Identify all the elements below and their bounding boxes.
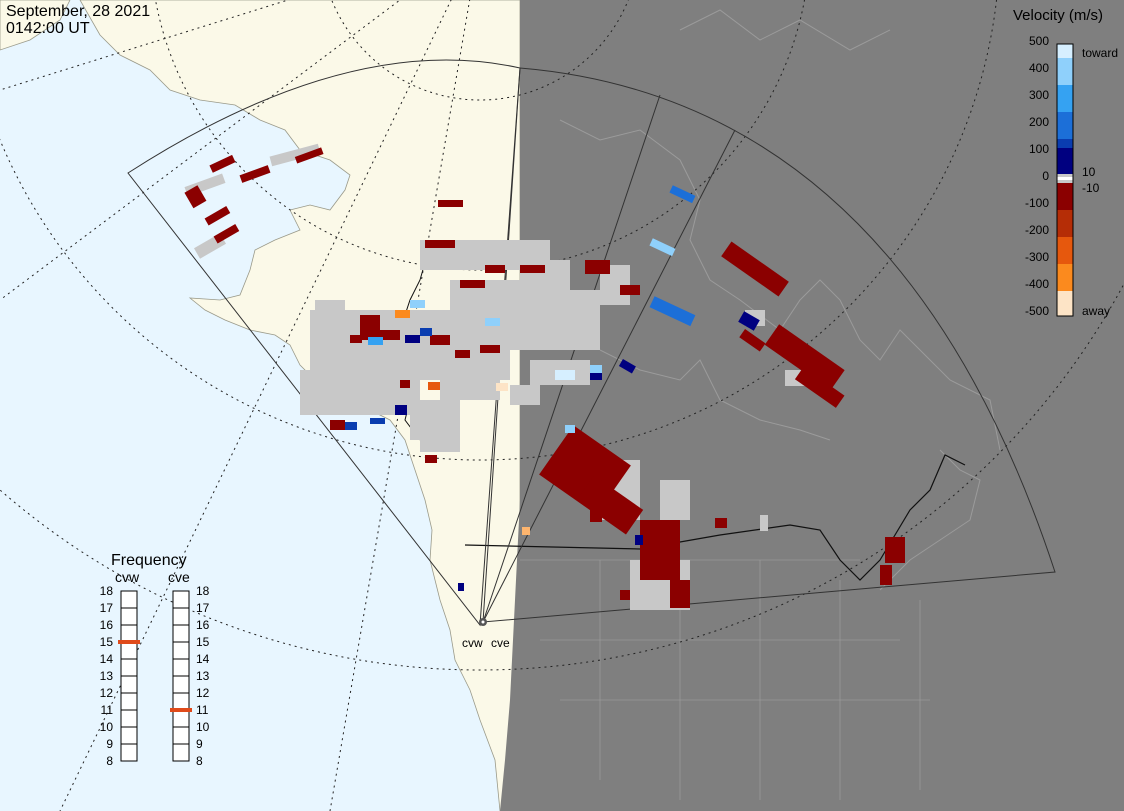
frequency-scale-label: 10 [100, 720, 114, 734]
velocity-toward-cells [345, 185, 760, 591]
frequency-scale-label: 9 [106, 737, 113, 751]
radar-field-of-view [127, 59, 1056, 627]
frequency-cell [120, 743, 138, 762]
frequency-scale-label: 10 [196, 720, 210, 734]
frequency-scale-label: 8 [106, 754, 113, 768]
colorbar-small-tick: -10 [1082, 181, 1100, 195]
frequency-cell [172, 641, 190, 660]
colorbar-tick: 0 [1042, 169, 1049, 183]
colorbar-tick: 300 [1029, 88, 1049, 102]
velocity-colorbar: Velocity (m/s) 500 400 300 200 100 0 -10… [1013, 7, 1118, 318]
frequency-scale-label: 15 [100, 635, 114, 649]
colorbar-tick: 500 [1029, 34, 1049, 48]
frequency-scale-label: 18 [196, 584, 210, 598]
colorbar-title: Velocity (m/s) [1013, 7, 1103, 24]
radar-label-cvw: cvw [462, 636, 483, 650]
colorbar-tick: -200 [1025, 223, 1049, 237]
colorbar-away-label: away [1082, 304, 1110, 318]
frequency-scale-label: 11 [101, 703, 114, 717]
frequency-cell [120, 675, 138, 694]
frequency-scale-label: 16 [100, 618, 114, 632]
frequency-scale-label: 17 [100, 601, 114, 615]
frequency-cell [172, 658, 190, 677]
frequency-cell [120, 641, 138, 660]
frequency-scale-label: 18 [100, 584, 114, 598]
velocity-away-cells [184, 147, 905, 608]
frequency-scale-label: 8 [196, 754, 203, 768]
dayside-landmass [0, 0, 521, 811]
frequency-cell [172, 607, 190, 626]
frequency-cell [172, 709, 190, 728]
frequency-scale-label: 12 [100, 686, 114, 700]
frequency-marker-cvw [118, 640, 140, 644]
colorbar-tick: -100 [1025, 196, 1049, 210]
colorbar-tick: 100 [1029, 142, 1049, 156]
frequency-scale-label: 16 [196, 618, 210, 632]
frequency-cell [120, 590, 138, 609]
frequency-cell [120, 726, 138, 745]
colorbar-tick: -300 [1025, 250, 1049, 264]
frequency-cell [120, 709, 138, 728]
canada-us-border [464, 454, 966, 581]
nightside-coastlines [559, 9, 1001, 591]
frequency-title: Frequency [111, 552, 187, 569]
frequency-cell [120, 692, 138, 711]
frequency-scale-label: 14 [196, 652, 210, 666]
frequency-scale-label: 14 [100, 652, 114, 666]
frequency-scale-label: 17 [196, 601, 210, 615]
nightside-edge [500, 0, 520, 811]
map-date: September, 28 2021 [6, 3, 150, 20]
frequency-scale-label: 11 [196, 703, 209, 717]
colorbar-tick: -400 [1025, 277, 1049, 291]
frequency-cell [172, 726, 190, 745]
frequency-cell [120, 624, 138, 643]
frequency-marker-cve [170, 708, 192, 712]
radar-label-cve: cve [491, 636, 510, 650]
frequency-cell [172, 692, 190, 711]
frequency-scale-label: 12 [196, 686, 210, 700]
colorbar-toward-label: toward [1082, 46, 1118, 60]
frequency-scale-label: 13 [100, 669, 114, 683]
frequency-scale-label: 15 [196, 635, 210, 649]
colorbar-tick: 200 [1029, 115, 1049, 129]
colorbar-small-tick: 10 [1082, 165, 1096, 179]
frequency-radar-cve: cve [168, 569, 190, 585]
frequency-cell [172, 743, 190, 762]
velocity-away-high-cells [395, 310, 530, 535]
map-time: 0142:00 UT [6, 20, 90, 37]
frequency-cell [120, 658, 138, 677]
colorbar-tick: 400 [1029, 61, 1049, 75]
frequency-scale-label: 9 [196, 737, 203, 751]
frequency-cell [120, 607, 138, 626]
colorbar-tick: -500 [1025, 304, 1049, 318]
frequency-panel: Frequency cvw cve 18 17 16 15 14 13 12 11 10 9 8 18… [100, 552, 210, 768]
frequency-radar-cvw: cvw [115, 569, 140, 585]
frequency-cell [172, 624, 190, 643]
radar-sites: cvw cve [462, 618, 510, 650]
frequency-cell [172, 675, 190, 694]
frequency-scale-label: 13 [196, 669, 210, 683]
frequency-cell [172, 590, 190, 609]
